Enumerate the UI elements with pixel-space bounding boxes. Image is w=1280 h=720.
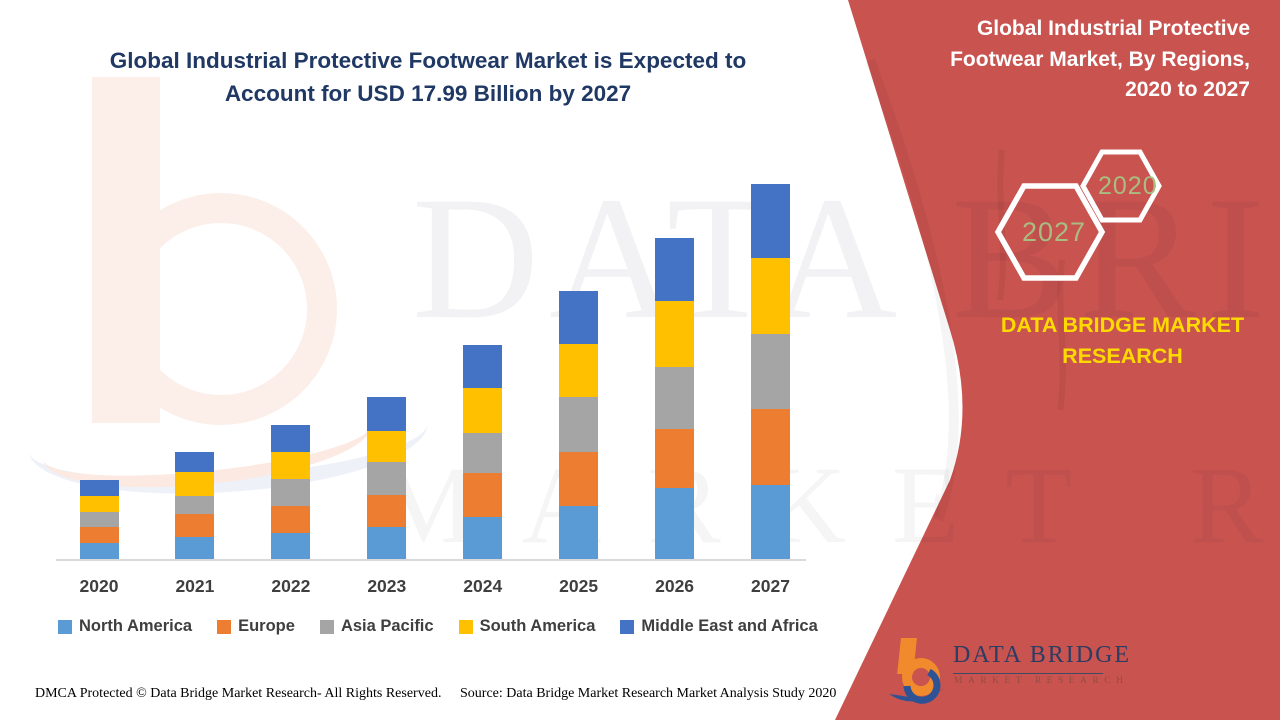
bar-segment-2024-europe [463,472,503,517]
bar-segment-2026-south-america [655,300,695,367]
bar-segment-2020-asia-pacific [79,511,119,527]
hexagon-year-front: 2027 [1022,217,1087,247]
bar-segment-2027-north-america [751,485,790,559]
stacked-bar-2027 [751,183,790,559]
x-axis-label-2021: 2021 [175,576,215,596]
hexagon-2020 [1080,149,1162,223]
bar-segment-2024-middle-east-and-africa [463,344,503,388]
hexagon-year-back: 2020 [1098,172,1158,200]
bar-segment-2021-asia-pacific [175,496,215,515]
bar-segment-2025-asia-pacific [559,397,599,452]
bar-segment-2023-south-america [367,430,407,462]
bar-segment-2023-middle-east-and-africa [367,396,407,431]
bar-segment-2024-north-america [463,516,503,559]
bar-segment-2022-asia-pacific [271,478,311,506]
bar-segment-2020-south-america [79,495,119,512]
bar-segment-2026-middle-east-and-africa [655,237,695,301]
company-logo-icon [889,638,947,704]
bar-segment-2022-north-america [271,532,311,559]
right-panel-title: Global Industrial Protective Footwear Ma… [830,14,1250,106]
bar-segment-2025-europe [559,452,599,506]
bar-segment-2022-middle-east-and-africa [271,424,311,452]
x-axis-label-2025: 2025 [559,576,599,596]
bar-segment-2020-north-america [79,542,119,559]
year-hexagons-graphic [994,149,1162,281]
legend-item-middle-east-and-africa: Middle East and Africa [620,617,818,636]
bar-segment-2026-asia-pacific [655,366,695,429]
bar-segment-2022-south-america [271,451,311,479]
bar-segment-2020-europe [79,526,119,543]
x-axis-label-2023: 2023 [367,576,407,596]
stacked-bar-2021 [175,452,215,559]
x-axis-label-2022: 2022 [271,576,311,596]
legend-swatch-asia-pacific [319,619,334,634]
bar-segment-2021-middle-east-and-africa [175,452,215,473]
bar-segment-2027-europe [751,408,790,485]
legend-label-asia-pacific: Asia Pacific [340,617,434,635]
legend-label-south-america: South America [479,617,596,635]
bar-segment-2024-asia-pacific [463,432,503,473]
bar-segment-2023-asia-pacific [367,461,407,495]
legend-label-middle-east-and-africa: Middle East and Africa [641,617,818,635]
brand-wordmark: DATA BRIDGE MARKET RESEARCH [985,310,1260,372]
chart-title-line1: Global Industrial Protective Footwear Ma… [109,48,747,73]
brand-wordmark-line2: RESEARCH [1062,344,1183,368]
bar-segment-2022-europe [271,505,311,533]
hexagon-2027 [994,183,1106,281]
stacked-bar-2022 [271,424,311,559]
x-axis-label-2027: 2027 [751,576,790,596]
legend-label-europe: Europe [238,617,295,635]
company-logo: DATA BRIDGE MARKET RESEARCH [885,628,1145,713]
bar-segment-2027-south-america [751,257,790,334]
legend-label-north-america: North America [79,617,193,635]
bar-segment-2023-north-america [367,526,407,559]
right-panel-title-line3: 2020 to 2027 [1125,78,1250,101]
legend-swatch-middle-east-and-africa [620,619,635,634]
stacked-bar-2023 [367,396,407,559]
chart-title-line2: Account for USD 17.99 Billion by 2027 [224,81,632,106]
bar-segment-2023-europe [367,494,407,527]
legend-swatch-north-america [58,619,72,634]
bar-segment-2026-europe [655,428,695,488]
company-logo-subtitle: MARKET RESEARCH [954,676,1129,686]
bar-segment-2027-middle-east-and-africa [751,183,790,258]
dmca-notice: DMCA Protected © Data Bridge Market Rese… [35,686,442,701]
right-panel-title-line1: Global Industrial Protective [976,17,1250,40]
bar-segment-2020-middle-east-and-africa [79,479,119,496]
bar-segment-2021-europe [175,514,215,537]
legend-swatch-europe [217,619,232,634]
legend-item-asia-pacific: Asia Pacific [319,617,434,636]
stacked-bar-2020 [79,479,119,559]
bar-segment-2027-asia-pacific [751,333,790,409]
bar-segment-2025-north-america [559,506,599,559]
bar-segment-2026-north-america [655,487,695,559]
stacked-bar-2025 [559,291,599,559]
company-logo-name: DATA BRIDGE [953,642,1129,674]
right-panel-title-line2: Footwear Market, By Regions, [950,47,1250,71]
x-axis-label-2024: 2024 [463,576,503,596]
stacked-bar-2026 [655,237,695,559]
bar-segment-2025-south-america [559,344,599,397]
bar-segment-2021-south-america [175,472,215,497]
bar-segment-2021-north-america [175,536,215,559]
legend-swatch-south-america [458,619,473,634]
bar-segment-2024-south-america [463,387,503,433]
bar-segment-2025-middle-east-and-africa [559,291,599,344]
legend-item-south-america: South America [458,617,596,636]
chart-title: Global Industrial Protective Footwear Ma… [58,44,798,110]
x-axis-line [56,559,806,561]
red-panel-fold-line [865,58,959,522]
brand-wordmark-line1: DATA BRIDGE MARKET [1000,313,1245,337]
x-axis-label-2020: 2020 [79,576,119,596]
stacked-bar-2024 [463,344,503,559]
legend: North America Europe Asia Pacific South Ame… [58,617,818,636]
legend-item-europe: Europe [217,617,295,636]
x-axis-label-2026: 2026 [655,576,695,596]
legend-item-north-america: North America [58,617,192,636]
source-note: Source: Data Bridge Market Research Mark… [460,686,837,701]
